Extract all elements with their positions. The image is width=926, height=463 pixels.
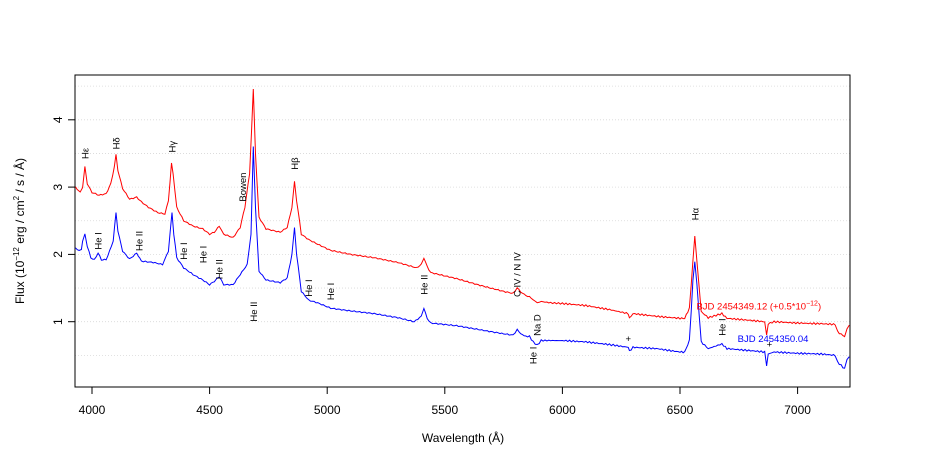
x-tick-label: 5500 (431, 403, 458, 417)
spectra (75, 88, 850, 369)
line-label: He I (304, 279, 315, 296)
legend-entry-0: BJD 2454349.12 (+0.5*10−12) (696, 301, 821, 313)
legend-entry-1: BJD 2454350.04 (738, 334, 809, 345)
line-label: He I (179, 242, 190, 259)
line-label: Bowen (238, 173, 249, 202)
line-label: He I (198, 246, 209, 263)
y-axis-title: Flux (10−12 erg / cm2 / s / Å) (12, 158, 27, 304)
x-axis-title: Wavelength (Å) (422, 430, 504, 445)
y-tick-label: 3 (51, 183, 65, 190)
y-tick-label: 1 (51, 318, 65, 325)
line-label: C IV / N IV (513, 251, 524, 297)
spectrum-line-1 (75, 146, 850, 369)
plot-frame (74, 74, 851, 388)
line-label: Hδ (111, 137, 122, 149)
line-label: He II (249, 302, 260, 322)
line-label: He I (717, 318, 728, 335)
x-tick-label: 6000 (549, 403, 576, 417)
x-tick-label: 4500 (196, 403, 223, 417)
line-label: Hγ (167, 141, 178, 153)
y-tick-label: 2 (51, 251, 65, 258)
line-label: He II (215, 259, 226, 279)
line-label: He I (94, 232, 105, 249)
x-tick-label: 4000 (79, 403, 106, 417)
x-axis: 4000 4500 5000 5500 6000 6500 7000 (79, 387, 811, 417)
line-label: He II (419, 275, 430, 295)
y-axis: 1 2 3 4 (51, 116, 75, 325)
y-tick-label: 4 (51, 116, 65, 123)
line-label: Na D (533, 314, 544, 336)
line-label: He I (529, 347, 540, 364)
spectrum-line-0 (75, 88, 850, 338)
x-tick-label: 6500 (667, 403, 694, 417)
line-label: Hα (690, 207, 701, 220)
line-label: He I (326, 283, 337, 300)
line-label: Hβ (290, 157, 301, 170)
line-annotations: Hε Hδ Hγ Bowen Hβ Hα He I He II He I He I He II He … (80, 137, 772, 364)
telluric-marker: + (625, 334, 631, 345)
x-tick-label: 7000 (784, 403, 811, 417)
telluric-marker: + (767, 339, 773, 350)
legend: BJD 2454349.12 (+0.5*10−12) BJD 2454350.0… (696, 301, 821, 345)
x-tick-label: 5000 (314, 403, 341, 417)
grid-lines (75, 85, 850, 356)
line-label: He II (135, 231, 146, 251)
line-label: Hε (80, 147, 91, 159)
